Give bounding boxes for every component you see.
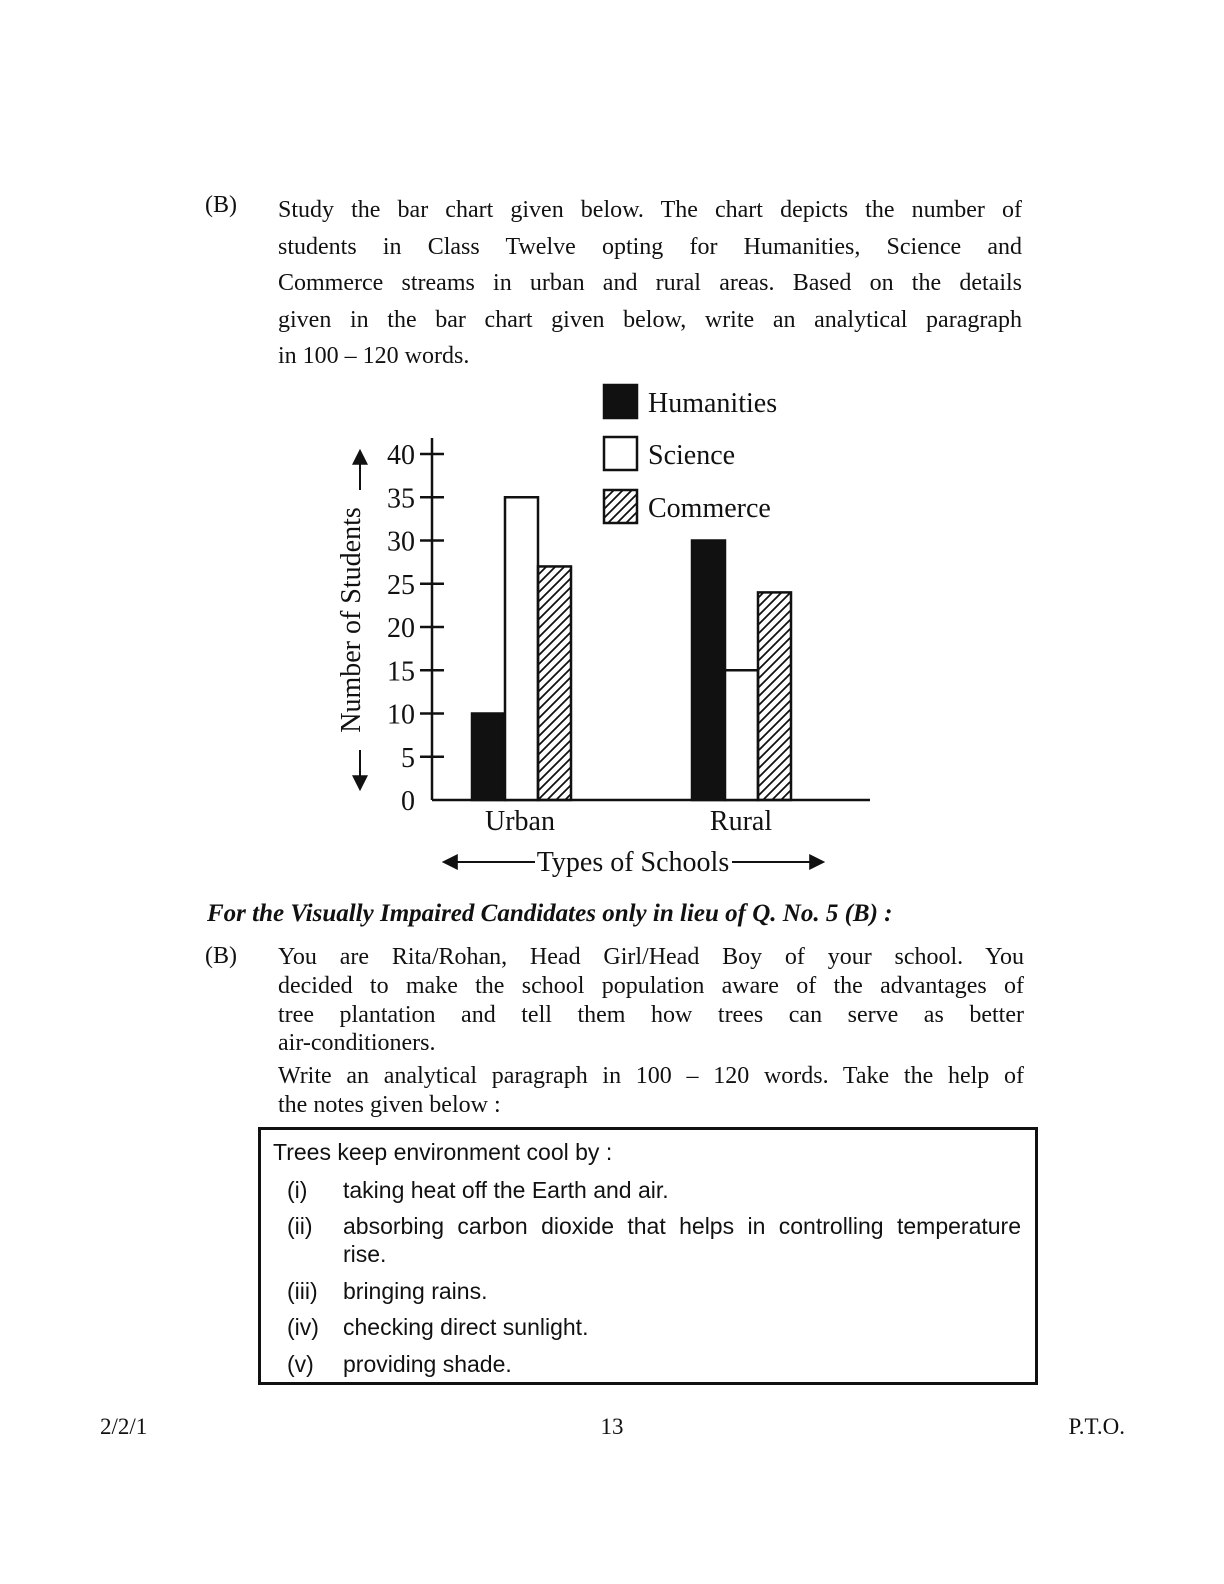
question-line: decided to make the school population aw… — [278, 972, 1024, 999]
list-item-text: taking heat off the Earth and air. — [343, 1176, 669, 1203]
bar-commerce-rural — [756, 591, 793, 802]
list-item-number: (iv) — [287, 1314, 319, 1340]
question-line: tree plantation and tell them how trees … — [278, 1001, 1024, 1028]
y-axis-title: Number of Students — [336, 507, 367, 733]
pto-label: P.T.O. — [1068, 1414, 1125, 1439]
question-line: You are Rita/Rohan, Head Girl/Head Boy o… — [278, 944, 1024, 970]
category-label-urban: Urban — [485, 806, 555, 837]
x-axis-title: Types of Schools — [537, 847, 729, 878]
y-tick-label: 30 — [387, 527, 415, 558]
bar-science-rural — [723, 669, 760, 802]
legend-label-humanities: Humanities — [648, 388, 777, 419]
question-5b: (B) Study the bar chart given below. The… — [205, 192, 1022, 375]
y-tick-label: 25 — [387, 570, 415, 601]
list-item-number: (v) — [287, 1350, 314, 1377]
legend-swatch-humanities — [602, 383, 639, 420]
y-tick-label: 10 — [387, 700, 415, 731]
question-line: air-conditioners. — [278, 1030, 436, 1057]
y-tick-label: 0 — [401, 786, 415, 817]
list-item-text: checking direct sunlight. — [343, 1314, 589, 1340]
notes-title: Trees keep environment cool by : — [273, 1139, 613, 1165]
bar-humanities-rural — [690, 539, 727, 802]
list-item-number: (i) — [287, 1176, 308, 1203]
bar-commerce-urban — [536, 565, 573, 802]
legend-label-commerce: Commerce — [648, 493, 771, 524]
paper-code: 2/2/1 — [100, 1414, 148, 1439]
question-5b-text: Study the bar chart given below. The cha… — [278, 192, 1022, 375]
y-tick-label: 35 — [387, 483, 415, 514]
y-tick-label: 20 — [387, 613, 415, 644]
page-number: 13 — [600, 1414, 624, 1439]
list-item: (ii) absorbing carbon dioxide that helps… — [271, 1212, 1021, 1268]
question-line: in 100 – 120 words. — [278, 343, 470, 369]
bar-chart-svg: 0 5 10 15 20 25 30 35 40 Urban Rural Humanities Scie… — [336, 383, 870, 878]
question-5b-vi-label: (B) — [205, 943, 237, 969]
question-line: Study the bar chart given below. The cha… — [278, 197, 1022, 223]
legend-swatch-commerce — [602, 488, 639, 525]
y-tick-label: 5 — [401, 743, 415, 774]
bar-science-urban — [503, 496, 540, 802]
question-line: given in the bar chart given below, writ… — [278, 306, 1022, 333]
list-item-text: bringing rains. — [343, 1277, 488, 1304]
list-item: (iii) bringing rains. — [271, 1277, 1021, 1305]
bar-humanities-urban — [470, 712, 507, 802]
legend-label-science: Science — [648, 440, 735, 471]
list-item: (v) providing shade. — [271, 1350, 1021, 1378]
question-5b-vi-text: You are Rita/Rohan, Head Girl/Head Boy o… — [278, 943, 1024, 1120]
category-label-rural: Rural — [710, 806, 772, 837]
question-line: students in Class Twelve opting for Huma… — [278, 233, 1022, 260]
y-tick-label: 40 — [387, 440, 415, 471]
question-line: Write an analytical paragraph in 100 – 1… — [278, 1063, 1024, 1090]
notes-box: Trees keep environment cool by : (i) tak… — [258, 1127, 1038, 1385]
list-item-number: (ii) — [287, 1213, 313, 1239]
question-line: the notes given below : — [278, 1091, 501, 1118]
vi-section-heading: For the Visually Impaired Candidates onl… — [207, 900, 893, 927]
question-5b-vi: (B) You are Rita/Rohan, Head Girl/Head B… — [205, 943, 1024, 1120]
bar-chart: 0 5 10 15 20 25 30 35 40 Urban Rural Humanities Scie… — [330, 378, 890, 878]
list-item-text: providing shade. — [343, 1350, 512, 1377]
y-tick-label: 15 — [387, 656, 415, 687]
list-item-number: (iii) — [287, 1277, 318, 1304]
list-item: (i) taking heat off the Earth and air. — [271, 1176, 1021, 1204]
legend-swatch-science — [602, 435, 639, 472]
question-5b-label: (B) — [205, 192, 237, 218]
question-line: Commerce streams in urban and rural area… — [278, 270, 1022, 296]
list-item: (iv) checking direct sunlight. — [271, 1313, 1021, 1341]
list-item-text: absorbing carbon dioxide that helps in c… — [343, 1213, 1021, 1267]
